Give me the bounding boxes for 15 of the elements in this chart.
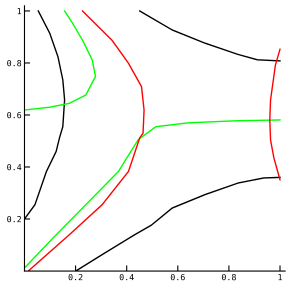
y-tick-label: 0.2 (7, 216, 21, 222)
line-series (269, 48, 281, 180)
line-series (139, 10, 281, 62)
line-series (28, 10, 145, 272)
y-tick-label: 0.4 (7, 164, 22, 170)
y-tick-label: 0.8 (7, 60, 22, 66)
x-tick-label: 0.8 (222, 274, 236, 280)
x-tick-label: 1 (278, 274, 282, 280)
y-tick-label: 0.6 (7, 112, 22, 118)
line-series (24, 119, 281, 269)
x-tick-label: 0.4 (120, 274, 134, 280)
line-series (24, 10, 96, 111)
y-tick-label: 1 (18, 8, 22, 14)
x-tick-label: 0.6 (170, 274, 185, 280)
x-tick-label: 0.2 (68, 274, 82, 280)
